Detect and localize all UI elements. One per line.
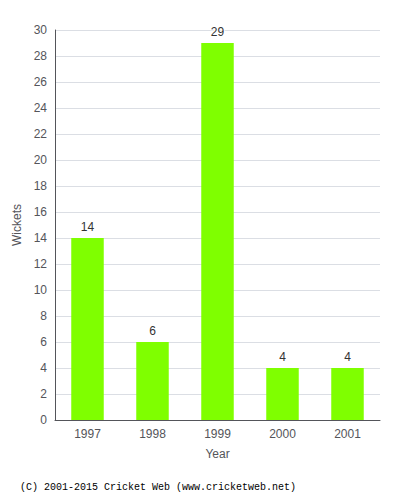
svg-text:8: 8 (40, 309, 47, 323)
svg-text:18: 18 (34, 179, 48, 193)
svg-text:4: 4 (40, 361, 47, 375)
svg-text:28: 28 (34, 49, 48, 63)
svg-text:10: 10 (34, 283, 48, 297)
svg-text:2001: 2001 (334, 427, 361, 441)
svg-text:30: 30 (34, 23, 48, 37)
svg-text:(C) 2001-2015 Cricket Web (www: (C) 2001-2015 Cricket Web (www.cricketwe… (20, 482, 296, 493)
svg-text:20: 20 (34, 153, 48, 167)
svg-text:14: 14 (81, 220, 95, 234)
svg-text:24: 24 (34, 101, 48, 115)
svg-text:4: 4 (279, 350, 286, 364)
svg-text:12: 12 (34, 257, 48, 271)
svg-text:2: 2 (40, 387, 47, 401)
svg-text:16: 16 (34, 205, 48, 219)
svg-text:2000: 2000 (269, 427, 296, 441)
svg-text:1998: 1998 (139, 427, 166, 441)
svg-text:4: 4 (344, 350, 351, 364)
svg-text:29: 29 (211, 25, 225, 39)
svg-text:26: 26 (34, 75, 48, 89)
svg-text:6: 6 (40, 335, 47, 349)
svg-text:14: 14 (34, 231, 48, 245)
svg-text:22: 22 (34, 127, 48, 141)
svg-text:6: 6 (149, 324, 156, 338)
svg-text:Year: Year (205, 447, 229, 461)
svg-text:1999: 1999 (204, 427, 231, 441)
svg-text:0: 0 (40, 413, 47, 427)
svg-text:1997: 1997 (74, 427, 101, 441)
svg-text:Wickets: Wickets (10, 204, 24, 246)
